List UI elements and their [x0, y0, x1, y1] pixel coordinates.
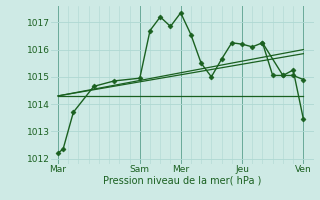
X-axis label: Pression niveau de la mer( hPa ): Pression niveau de la mer( hPa ) [103, 176, 261, 186]
